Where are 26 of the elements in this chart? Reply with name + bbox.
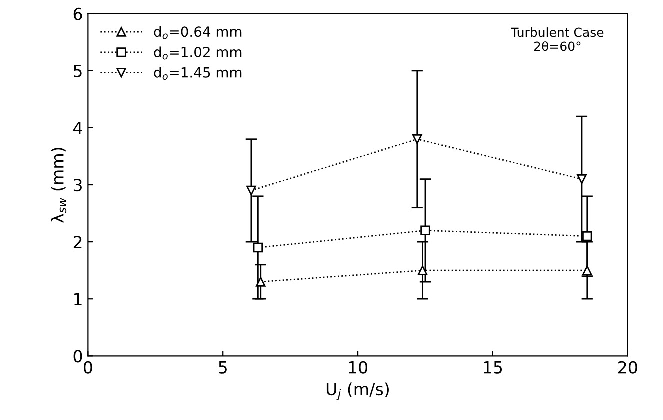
y-tick-label: 3 xyxy=(74,178,82,192)
y-tick-label: 5 xyxy=(74,65,82,78)
point xyxy=(420,226,430,236)
point xyxy=(577,174,587,184)
point xyxy=(246,186,256,196)
x-tick-label: 0 xyxy=(84,361,92,374)
x-tick-label: 15 xyxy=(484,362,502,374)
x-tick-label: 10 xyxy=(349,361,368,374)
point xyxy=(412,134,422,144)
point xyxy=(418,266,428,276)
point xyxy=(253,242,264,253)
y-tick-label: 0 xyxy=(74,350,82,363)
y-tick-label: 1 xyxy=(74,293,82,306)
legend-label: d$_{o}$=1.02 mm xyxy=(154,46,242,60)
y-axis-title: λ$_{sw}$ (mm) xyxy=(51,148,67,224)
y-tick-label: 4 xyxy=(74,122,82,134)
y-tick-label: 2 xyxy=(74,236,82,248)
y-tick-label: 6 xyxy=(74,8,82,20)
point xyxy=(582,266,592,276)
x-axis-title: U$_{j}$ (m/s) xyxy=(326,382,389,401)
legend-label: d$_{o}$=1.45 mm xyxy=(154,67,242,80)
x-tick-label: 20 xyxy=(618,361,638,374)
x-tick-label: 5 xyxy=(219,362,227,374)
annotation: Turbulent Case 2θ=60° xyxy=(511,28,604,52)
legend-label: d$_{o}$=0.64 mm xyxy=(154,26,242,40)
point xyxy=(256,277,266,287)
